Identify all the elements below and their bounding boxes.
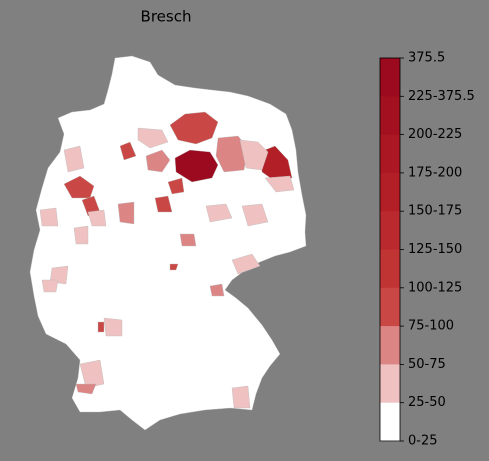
colorbar-segment (380, 211, 400, 250)
region (103, 317, 123, 337)
region (259, 145, 293, 183)
colorbar-label: 125-150 (408, 242, 462, 257)
region (41, 279, 59, 293)
colorbar-label: 200-225 (408, 127, 462, 142)
region (179, 233, 197, 247)
region (97, 321, 105, 333)
region (87, 209, 107, 227)
colorbar-segment (380, 326, 400, 365)
colorbar-segment (380, 249, 400, 289)
colorbar-segment (380, 287, 400, 327)
region (169, 111, 219, 145)
colorbar-label: 225-375.5 (408, 89, 475, 104)
map-title: Bresch (141, 8, 192, 26)
region (63, 145, 85, 173)
region (117, 201, 135, 225)
colorbar-label: 75-100 (408, 319, 454, 334)
region (119, 141, 137, 161)
colorbar-segment (380, 58, 400, 97)
region (205, 203, 233, 223)
region (49, 265, 69, 285)
colorbar-segment (380, 96, 400, 136)
colorbar-label: 375.5 (408, 51, 445, 66)
colorbar-segment (380, 172, 400, 212)
region (79, 359, 105, 389)
region (169, 263, 179, 271)
germany-map (29, 55, 307, 431)
colorbar-label: 0-25 (408, 434, 438, 449)
region (39, 207, 59, 227)
colorbar-segment (380, 364, 400, 404)
colorbar-label: 175-200 (408, 165, 462, 180)
region (154, 195, 173, 213)
colorbar-label: 50-75 (408, 357, 446, 372)
colorbar-segment (380, 402, 400, 442)
region (209, 283, 225, 297)
region (241, 203, 269, 227)
region (264, 175, 295, 193)
region (174, 149, 219, 183)
colorbar-label: 150-175 (408, 204, 462, 219)
region (145, 149, 171, 173)
region (137, 127, 169, 149)
region (215, 135, 249, 173)
colorbar: 375.5 225-375.5 200-225 175-200 150-175 125-1… (379, 51, 475, 449)
colorbar-label: 25-50 (408, 395, 446, 410)
region (231, 385, 251, 409)
region (63, 175, 95, 199)
region (239, 139, 269, 171)
colorbar-label: 100-125 (408, 280, 462, 295)
region (167, 177, 185, 195)
region (75, 383, 97, 395)
region (231, 253, 261, 275)
colorbar-segment (380, 134, 400, 174)
region (73, 225, 89, 245)
